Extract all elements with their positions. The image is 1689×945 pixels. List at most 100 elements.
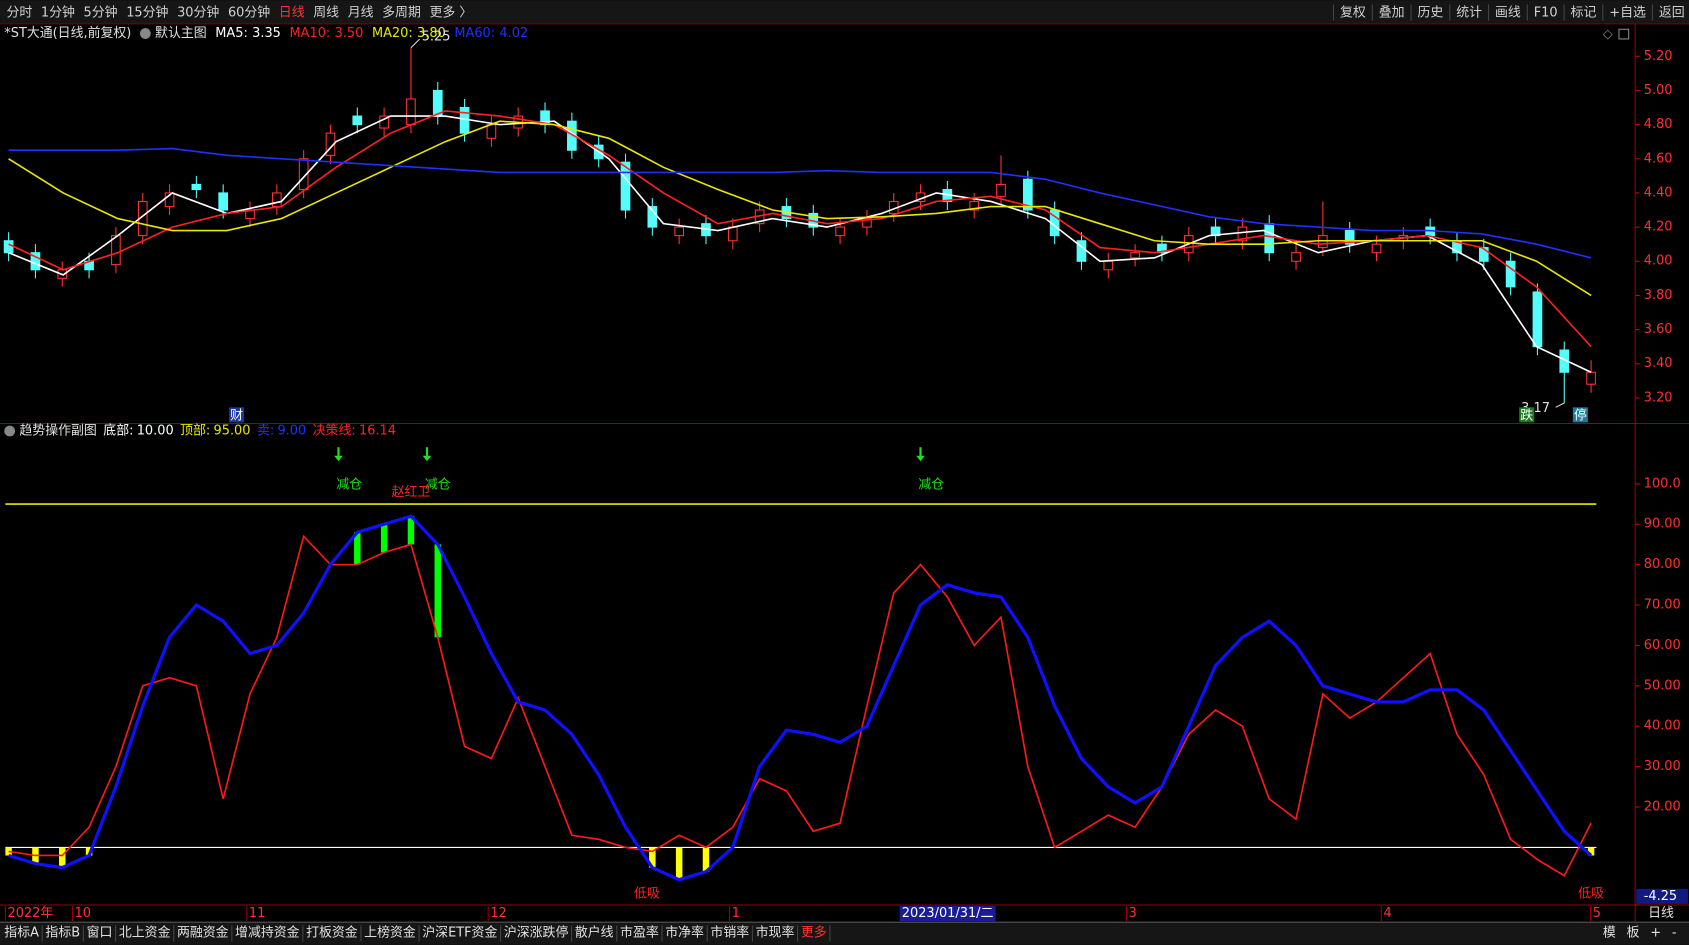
y-tick-label: 3.80 [1644, 288, 1673, 303]
toolbar-action[interactable]: F10 [1534, 6, 1558, 21]
candle-body [407, 99, 416, 125]
bottom-tab[interactable]: 市现率 [756, 924, 795, 940]
candle-body [1104, 261, 1113, 270]
y-tick-label: 30.00 [1644, 759, 1681, 774]
icon [4, 426, 15, 437]
period-tab[interactable]: 月线 [348, 6, 374, 21]
period-tab[interactable]: 周线 [313, 6, 339, 21]
toolbar-action[interactable]: 历史 [1417, 6, 1443, 21]
period-tab[interactable]: 1分钟 [41, 5, 75, 21]
candle-body [1292, 253, 1301, 262]
candle-body [1587, 372, 1596, 384]
signal-label: 减仓 [918, 477, 944, 492]
marker: 财 [230, 408, 243, 423]
icon[interactable]: ◇ [1603, 27, 1613, 42]
legend-name: MA60: [454, 26, 495, 41]
param-value: 16.14 [359, 424, 396, 439]
candle-body [273, 193, 282, 207]
x-tick-label: 12 [490, 906, 506, 921]
signal-label: 减仓 [336, 477, 362, 492]
y-tick-label: 40.00 [1644, 719, 1681, 734]
y-tick-label: 3.60 [1644, 322, 1673, 337]
bottom-tab[interactable]: 市盈率 [620, 924, 659, 940]
toolbar-action[interactable]: +自选 [1609, 6, 1646, 21]
toolbar-action[interactable]: 统计 [1456, 6, 1482, 21]
legend-value: 4.02 [499, 26, 528, 41]
candle-body [353, 116, 362, 125]
y-tick-label: 5.00 [1644, 83, 1673, 98]
tab-control[interactable]: - [1672, 925, 1677, 940]
marker: 停 [1574, 407, 1587, 423]
param-name: 顶部: [180, 424, 210, 439]
candle-body [219, 193, 228, 210]
param-value: 9.00 [277, 424, 306, 439]
chart-title: 趋势操作副图 [19, 423, 96, 439]
bottom-tab[interactable]: 市销率 [710, 924, 749, 940]
marker: 跌 [1520, 407, 1533, 423]
high-bar [381, 524, 387, 552]
x-tick-label: 2022年 [8, 906, 54, 921]
bottom-tab[interactable]: 北上资金 [119, 924, 171, 940]
high-bar [435, 544, 441, 637]
tab-control[interactable]: 板 [1627, 925, 1640, 940]
chart-title: *ST大通(日线,前复权) [4, 25, 131, 41]
y-tick-label: 4.80 [1644, 117, 1673, 132]
y-tick-label: 4.00 [1644, 254, 1673, 269]
bottom-tab[interactable]: 打板资金 [306, 924, 358, 940]
bottom-tab[interactable]: 指标B [45, 925, 80, 940]
x-tick-label: 5 [1593, 906, 1601, 921]
bottom-tab[interactable]: 指标A [4, 925, 39, 940]
bottom-tab[interactable]: 两融资金 [177, 924, 229, 940]
candle-body [836, 227, 845, 236]
param-value: 10.00 [137, 424, 174, 439]
toolbar-action[interactable]: 叠加 [1379, 6, 1405, 21]
candle-body [1372, 244, 1381, 253]
candle-body [192, 184, 201, 189]
tab-control[interactable]: + [1650, 925, 1661, 940]
period-tab[interactable]: 15分钟 [126, 5, 168, 21]
period-tab[interactable]: 60分钟 [228, 5, 270, 21]
bottom-tab[interactable]: 增减持资金 [235, 924, 300, 940]
signal-label: 低吸 [1578, 887, 1604, 902]
toolbar-action[interactable]: 返回 [1659, 6, 1685, 21]
y-tick-label: 100.0 [1644, 476, 1681, 491]
toolbar-action[interactable]: 画线 [1495, 6, 1521, 21]
x-tick-label: 1 [732, 906, 740, 921]
bottom-tab[interactable]: 沪深涨跌停 [504, 924, 569, 940]
toolbar-action[interactable]: 复权 [1340, 5, 1366, 21]
period-tab[interactable]: 30分钟 [177, 5, 219, 21]
bottom-tab[interactable]: 散户线 [575, 924, 614, 940]
period-tab[interactable]: 多周期 [382, 6, 421, 21]
candle-body [1533, 292, 1542, 347]
candle-body [1265, 224, 1274, 253]
period-tab[interactable]: 更多 〉 [429, 6, 472, 21]
bottom-tab[interactable]: 上榜资金 [364, 924, 416, 940]
candle-body [1319, 236, 1328, 248]
candle-body [997, 184, 1006, 196]
y-tick-label: 60.00 [1644, 638, 1681, 653]
period-tab[interactable]: 5分钟 [84, 5, 118, 21]
y-tick-label: 5.20 [1644, 49, 1673, 64]
period-tab[interactable]: 分时 [6, 6, 32, 21]
tab-control[interactable]: 模 [1603, 925, 1616, 940]
y-tick-label: 90.00 [1644, 517, 1681, 532]
bottom-tab[interactable]: 窗口 [87, 924, 113, 940]
param-name: 决策线: [313, 423, 356, 439]
period-tab[interactable]: 日线 [279, 6, 305, 21]
y-tick-label: 4.60 [1644, 151, 1673, 166]
bottom-tab[interactable]: 沪深ETF资金 [422, 924, 497, 940]
bottom-tab[interactable]: 市净率 [665, 924, 704, 940]
candle-body [675, 227, 684, 236]
extreme-label: 5.25 [422, 29, 451, 44]
legend-value: 3.50 [335, 26, 364, 41]
toolbar-action[interactable]: 标记 [1571, 6, 1597, 21]
y-tick-label: 3.40 [1644, 356, 1673, 371]
legend-name: MA5: [215, 26, 248, 41]
signal-label: 赵红卫 [392, 484, 431, 500]
signal-label: 低吸 [634, 887, 660, 902]
low-bar [59, 847, 65, 867]
y-tick-label: -4.25 [1644, 889, 1677, 904]
bottom-tab[interactable]: 更多 [801, 925, 827, 940]
